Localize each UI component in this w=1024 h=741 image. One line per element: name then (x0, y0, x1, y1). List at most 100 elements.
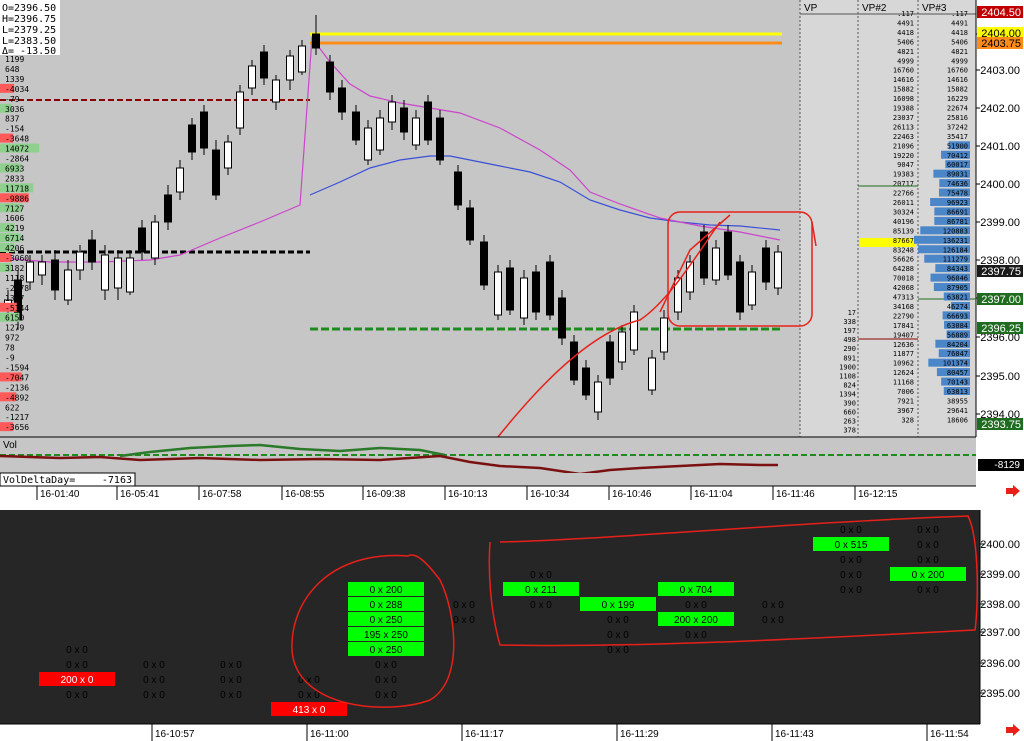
footprint-price-tick: 2396.00 (980, 658, 1020, 670)
profile-value: 15882 (893, 86, 914, 94)
profile-bar (942, 311, 970, 320)
profile-value: 4418 (951, 29, 968, 37)
profile-value: 4491 (897, 19, 914, 27)
candle-body (582, 367, 590, 396)
candle-body (466, 207, 474, 241)
time-axis-top[interactable] (0, 486, 976, 500)
candle-body (606, 341, 614, 379)
footprint-price-tick: 2397.00 (980, 627, 1020, 639)
profile-value: 19388 (893, 105, 914, 113)
candle-body (774, 251, 782, 289)
time-tick: 16-10:34 (530, 489, 570, 500)
candle-body (364, 127, 372, 161)
footprint-price-axis[interactable] (980, 510, 1024, 724)
profile-value: 7921 (897, 397, 914, 405)
delta-bar (0, 233, 21, 243)
footprint-zero-cell: 0 x 0 (840, 570, 862, 581)
profile-value: 80457 (947, 369, 968, 377)
footprint-chart[interactable]: 2400.00 2399.00 2398.00 2397.00 2396.00 2395.… (0, 500, 1024, 741)
profile-value: .117 (951, 10, 968, 18)
candle-body (326, 61, 334, 93)
profile-bar (928, 358, 970, 367)
footprint-cell-label: 0 x 250 (370, 615, 403, 626)
price-tick: 2395.00 (980, 371, 1020, 383)
delta-value: -79 (5, 95, 20, 104)
profile-bar (946, 330, 970, 339)
time-tick: 16-09:38 (366, 489, 406, 500)
profile-value: 40196 (893, 218, 914, 226)
delta-value: -7047 (5, 373, 29, 382)
candle-body (674, 277, 682, 313)
profile-value: 263 (843, 418, 856, 426)
time-tick: 16-01:40 (40, 489, 80, 500)
delta-value: 7127 (5, 204, 24, 213)
footprint-sell-cell (271, 702, 347, 716)
delta-value: 6150 (5, 314, 24, 323)
delta-value: -2078 (5, 284, 29, 293)
footprint-buy-cell (813, 537, 889, 551)
profile-value: 4999 (951, 57, 968, 65)
profile-bar (950, 301, 970, 310)
candle-body (686, 261, 694, 293)
profile-value: 26011 (893, 199, 914, 207)
candle-body (480, 241, 488, 286)
footprint-zero-cell: 0 x 0 (762, 615, 784, 626)
profile-value: 35417 (947, 133, 968, 141)
profile-header-vp3: VP#3 (922, 3, 947, 14)
footprint-zero-cell: 0 x 0 (143, 675, 165, 686)
profile-value: 12636 (893, 341, 914, 349)
footprint-zero-cell: 0 x 0 (530, 600, 552, 611)
profile-bar (924, 254, 970, 263)
vol-delta-day-label: VolDeltaDay= (3, 475, 75, 486)
candle-body (532, 271, 540, 313)
profile-value: 22674 (947, 105, 968, 113)
profile-value: 37242 (947, 123, 968, 131)
time-axis-top-ticks: 16-01:40 16-05:41 16-07:58 16-08:55 16-09:38… (36, 486, 898, 500)
profile-value: 3967 (897, 407, 914, 415)
time-tick: 16-10:13 (448, 489, 488, 500)
candle-body (400, 107, 408, 133)
footprint-zero-cell: 0 x 0 (220, 675, 242, 686)
annotation-circle (291, 554, 455, 708)
profile-bar (943, 292, 970, 301)
footprint-zero-cell: 0 x 0 (66, 660, 88, 671)
vol-delta-day-value: -7163 (102, 475, 132, 486)
footprint-buy-cell (348, 597, 424, 611)
candle-body (424, 101, 432, 141)
price-axis[interactable] (976, 0, 1024, 500)
footprint-cell-label: 0 x 200 (370, 585, 403, 596)
top-price-chart[interactable]: VP VP#2 VP#3 2404.002403.002402.002401.0… (0, 0, 1024, 500)
profile-value: 38955 (947, 397, 968, 405)
profile-value: 26113 (893, 123, 914, 131)
profile-bar (939, 179, 970, 188)
candle-body (224, 141, 232, 169)
delta-value: 3036 (5, 105, 24, 114)
footprint-zero-cell: 0 x 0 (453, 600, 475, 611)
time-tick: 16-11:54 (930, 729, 969, 740)
profile-value: 4821 (897, 48, 914, 56)
price-tick: 2400.00 (980, 179, 1020, 191)
scroll-right-arrow-icon[interactable] (1003, 484, 1023, 498)
footprint-zero-cell: 0 x 0 (66, 645, 88, 656)
ohlc-low: L=2379.25 (2, 25, 56, 36)
candle-body (26, 261, 34, 283)
scroll-right-arrow-icon[interactable] (1006, 724, 1020, 736)
vwap-blue-line (309, 155, 781, 231)
delta-value: 3182 (5, 264, 24, 273)
time-axis-bottom-ticks: 16-10:57 16-11:00 16-11:17 16-11:29 16-11:43… (151, 724, 969, 741)
time-tick: 16-11:04 (694, 489, 733, 500)
footprint-price-ticks: 2400.00 2399.00 2398.00 2397.00 2396.00 2395.… (980, 539, 1020, 700)
footprint-zero-cell: 0 x 0 (220, 690, 242, 701)
profile-bar (914, 235, 970, 244)
profile-value: 660 (843, 409, 856, 417)
price-axis-flags: 2404.502404.002403.752397.752397.002396.… (977, 6, 1023, 431)
profile-value: 56889 (947, 331, 968, 339)
candle-body (286, 55, 294, 81)
ohlc-last: L=2383.50 (2, 36, 56, 47)
delta-bar (0, 83, 15, 93)
candle-body (630, 311, 638, 351)
profile-value: 15882 (947, 86, 968, 94)
candle-body (724, 231, 732, 276)
profile-value: 7006 (897, 388, 914, 396)
time-axis-bottom[interactable] (0, 724, 1024, 741)
